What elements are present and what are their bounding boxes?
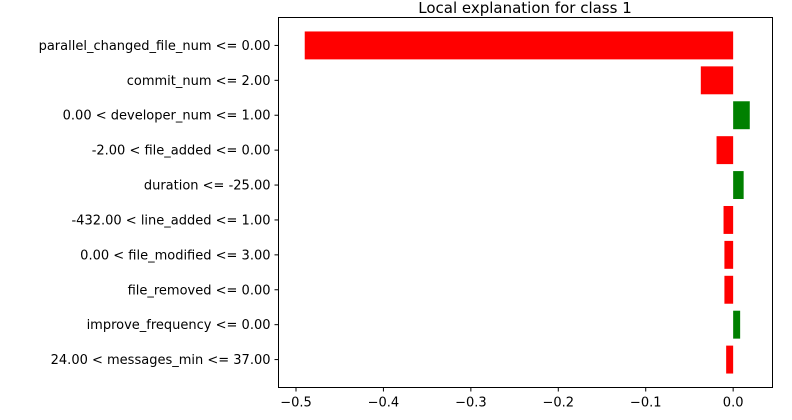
y-tick-label-8: improve_frequency <= 0.00 — [87, 318, 271, 333]
bar-2 — [733, 101, 750, 130]
y-tick-label-6: 0.00 < file_modified <= 3.00 — [80, 248, 270, 263]
bar-6 — [724, 240, 734, 269]
bar-7 — [724, 275, 734, 304]
y-tick-label-4: duration <= -25.00 — [144, 179, 271, 194]
bar-9 — [726, 345, 734, 374]
x-tick-label-3: −0.2 — [542, 396, 574, 411]
x-tick-label-0: −0.5 — [280, 396, 312, 411]
y-tick-label-2: 0.00 < developer_num <= 1.00 — [63, 109, 271, 124]
bar-5 — [723, 205, 734, 234]
bars-group — [304, 31, 750, 374]
plot-frame — [278, 17, 773, 388]
x-ticks: −0.5 −0.4 −0.3 −0.2 −0.1 0.0 — [280, 387, 744, 411]
y-tick-label-3: -2.00 < file_added <= 0.00 — [92, 144, 271, 159]
y-tick-label-7: file_removed <= 0.00 — [128, 283, 271, 298]
y-tick-labels: parallel_changed_file_num <= 0.00 commit_… — [39, 39, 279, 368]
x-tick-label-2: −0.3 — [455, 396, 487, 411]
bar-0 — [304, 31, 734, 60]
x-tick-label-5: 0.0 — [723, 396, 744, 411]
y-tick-label-9: 24.00 < messages_min <= 37.00 — [51, 353, 271, 368]
y-tick-label-5: -432.00 < line_added <= 1.00 — [71, 213, 270, 228]
chart-title: Local explanation for class 1 — [418, 0, 632, 17]
y-tick-label-1: commit_num <= 2.00 — [127, 74, 271, 89]
x-tick-label-4: −0.1 — [630, 396, 662, 411]
x-tick-label-1: −0.4 — [368, 396, 400, 411]
bar-3 — [716, 136, 734, 165]
bar-1 — [700, 66, 734, 95]
bar-8 — [733, 310, 741, 339]
bar-4 — [733, 171, 744, 200]
y-tick-label-0: parallel_changed_file_num <= 0.00 — [39, 39, 271, 54]
